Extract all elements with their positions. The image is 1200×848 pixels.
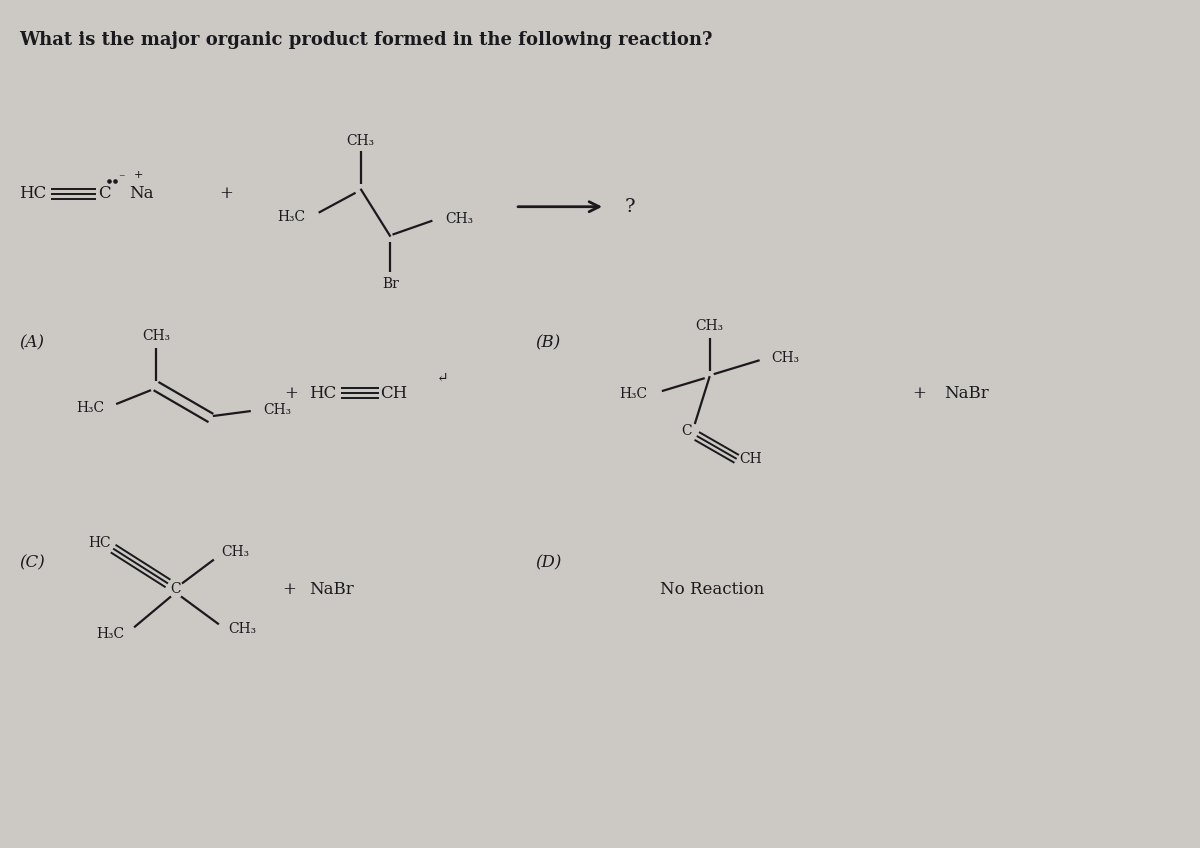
Text: Na: Na [130, 185, 154, 203]
Text: ⁻: ⁻ [118, 172, 125, 186]
Text: CH₃: CH₃ [696, 320, 724, 333]
Text: H₃C: H₃C [96, 628, 124, 641]
Text: CH: CH [380, 385, 408, 402]
Text: HC: HC [89, 536, 112, 550]
Text: Br: Br [382, 277, 398, 292]
Text: What is the major organic product formed in the following reaction?: What is the major organic product formed… [19, 31, 713, 49]
Text: +: + [912, 385, 926, 402]
Text: C: C [682, 424, 691, 438]
Text: ?: ? [625, 198, 636, 215]
Text: CH₃: CH₃ [263, 403, 290, 417]
Text: CH₃: CH₃ [772, 351, 799, 365]
Text: (A): (A) [19, 335, 44, 352]
Text: ↵: ↵ [437, 371, 448, 385]
Text: H₃C: H₃C [619, 387, 648, 401]
Text: +: + [282, 581, 295, 598]
Text: HC: HC [308, 385, 336, 402]
Text: C: C [98, 185, 110, 203]
Text: CH₃: CH₃ [445, 212, 474, 226]
Text: CH₃: CH₃ [221, 544, 250, 559]
Text: (C): (C) [19, 554, 46, 571]
Text: +: + [283, 385, 298, 402]
Text: No Reaction: No Reaction [660, 581, 764, 598]
Text: CH₃: CH₃ [228, 622, 256, 636]
Text: C: C [170, 583, 181, 596]
Text: CH₃: CH₃ [347, 134, 374, 148]
Text: H₃C: H₃C [277, 209, 306, 224]
Text: +: + [134, 170, 144, 180]
Text: NaBr: NaBr [944, 385, 989, 402]
Text: (B): (B) [535, 335, 560, 352]
Text: +: + [218, 185, 233, 203]
Text: CH₃: CH₃ [142, 329, 170, 343]
Text: H₃C: H₃C [76, 401, 104, 415]
Text: CH: CH [739, 452, 762, 466]
Text: NaBr: NaBr [308, 581, 354, 598]
Text: HC: HC [19, 185, 47, 203]
Text: (D): (D) [535, 554, 562, 571]
